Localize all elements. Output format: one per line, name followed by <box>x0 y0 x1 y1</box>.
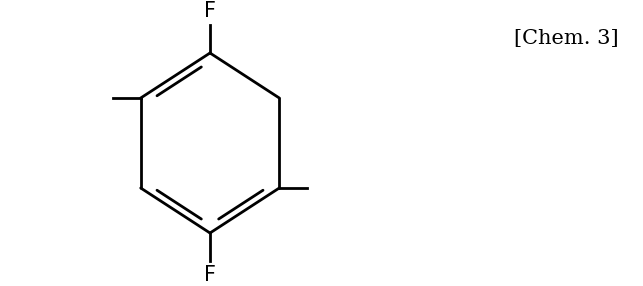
Text: F: F <box>204 265 216 285</box>
Text: F: F <box>204 1 216 21</box>
Text: [Chem. 3]: [Chem. 3] <box>514 29 619 47</box>
